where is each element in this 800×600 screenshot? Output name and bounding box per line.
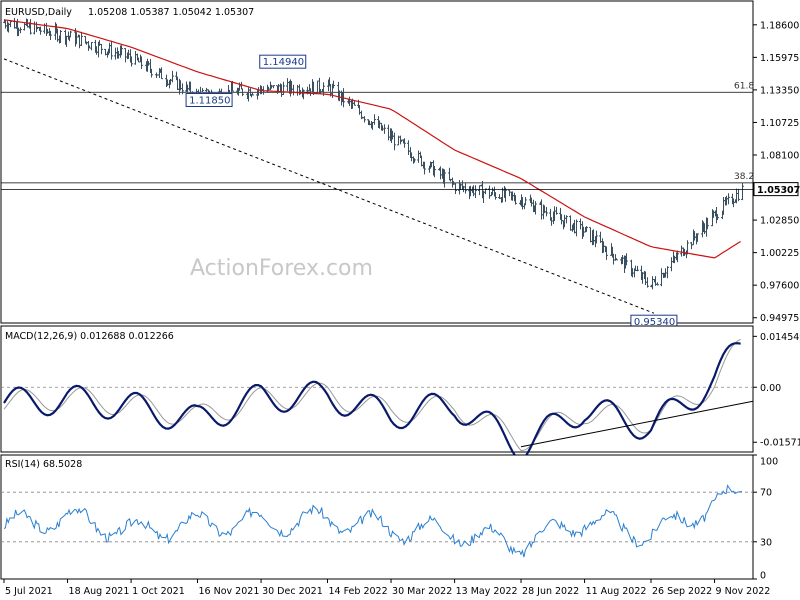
rsi-header: RSI(14) 68.5028 bbox=[5, 459, 82, 470]
macd-y-tick-label: -0.015712 bbox=[760, 438, 800, 449]
price-y-tick-label: 1.15975 bbox=[760, 53, 799, 64]
macd-y-tick-label: 0.00 bbox=[760, 383, 781, 394]
price-y-tick-label: 1.00225 bbox=[760, 248, 799, 259]
price-y-tick-label: 0.94975 bbox=[760, 313, 799, 324]
watermark: ActionForex.com bbox=[190, 256, 373, 281]
level-label-0-95340: 0.95340 bbox=[634, 317, 675, 328]
price-y-axis: 1.186001.159751.133501.107251.081001.054… bbox=[753, 20, 799, 324]
x-tick-label: 26 Sep 2022 bbox=[652, 586, 712, 597]
x-tick-label: 13 May 2022 bbox=[456, 586, 518, 597]
price-panel: EURUSD,Daily 1.05208 1.05387 1.05042 1.0… bbox=[0, 0, 800, 329]
fib-level-label-38-2: 38.2 bbox=[734, 172, 754, 182]
x-tick-label: 1 Oct 2021 bbox=[132, 586, 185, 597]
price-y-tick-label: 0.97600 bbox=[760, 281, 799, 292]
macd-main-line bbox=[3, 342, 741, 463]
x-tick-label: 16 Nov 2021 bbox=[199, 586, 260, 597]
rsi-y-tick-label: 70 bbox=[760, 488, 772, 499]
x-tick-label: 30 Mar 2022 bbox=[392, 586, 452, 597]
price-y-tick-label: 1.08100 bbox=[760, 150, 799, 161]
x-tick-label: 30 Dec 2021 bbox=[262, 586, 323, 597]
macd-support-line bbox=[520, 400, 754, 448]
rsi-line bbox=[3, 484, 743, 558]
level-label-1-11850: 1.11850 bbox=[189, 95, 230, 106]
rsi-y-tick-label: 100 bbox=[760, 457, 778, 468]
macd-plot-area bbox=[0, 325, 754, 453]
rsi-y-axis: 100 70 30 0 bbox=[1, 454, 778, 582]
price-annotations: 1.14940 1.11850 0.95340 bbox=[185, 54, 678, 329]
price-y-tick-label: 1.13350 bbox=[760, 85, 799, 96]
macd-panel: MACD(12,26,9) 0.012688 0.012266 0.014549… bbox=[0, 325, 800, 463]
price-y-tick-label: 1.10725 bbox=[760, 118, 799, 129]
rsi-y-tick-label: 30 bbox=[760, 537, 772, 548]
dashed-trendline bbox=[3, 58, 655, 314]
x-tick-label: 9 Nov 2022 bbox=[716, 586, 771, 597]
macd-y-tick-label: 0.014549 bbox=[760, 332, 800, 343]
price-y-tick-label: 1.18600 bbox=[760, 20, 799, 31]
last-price-tag: 1.05307 bbox=[1, 182, 800, 197]
level-label-1-14940: 1.14940 bbox=[263, 57, 304, 68]
level-box-1-11850 bbox=[185, 92, 233, 107]
macd-signal-line bbox=[3, 338, 741, 452]
date-x-axis: 5 Jul 2021 18 Aug 2021 1 Oct 2021 16 Nov 20… bbox=[3, 579, 771, 597]
x-tick-label: 5 Jul 2021 bbox=[5, 586, 53, 597]
price-header-symbol: EURUSD,Daily bbox=[5, 7, 72, 18]
macd-header: MACD(12,26,9) 0.012688 0.012266 bbox=[5, 331, 174, 342]
macd-y-axis: 0.014549 0.00 -0.015712 bbox=[1, 332, 800, 449]
price-header-ohlc: 1.05208 1.05387 1.05042 1.05307 bbox=[88, 7, 254, 18]
x-tick-label: 18 Aug 2021 bbox=[69, 586, 130, 597]
rsi-plot-area bbox=[0, 454, 754, 580]
moving-average-line bbox=[3, 19, 741, 259]
x-tick-label: 11 Aug 2022 bbox=[586, 586, 647, 597]
last-price-box bbox=[753, 182, 799, 197]
price-plot-area bbox=[0, 0, 754, 324]
last-price-label: 1.05307 bbox=[757, 185, 800, 196]
fibonacci-levels: 61.8 38.2 bbox=[1, 81, 754, 184]
rsi-y-tick-label: 0 bbox=[760, 571, 766, 582]
level-box-1-14940 bbox=[259, 54, 307, 69]
fib-level-label-61-8: 61.8 bbox=[734, 81, 754, 91]
rsi-panel: RSI(14) 68.5028 100 70 30 0 bbox=[0, 454, 778, 582]
price-y-tick-label: 1.02850 bbox=[760, 216, 799, 227]
x-tick-label: 14 Feb 2022 bbox=[329, 586, 388, 597]
x-tick-label: 28 Jun 2022 bbox=[522, 586, 579, 597]
